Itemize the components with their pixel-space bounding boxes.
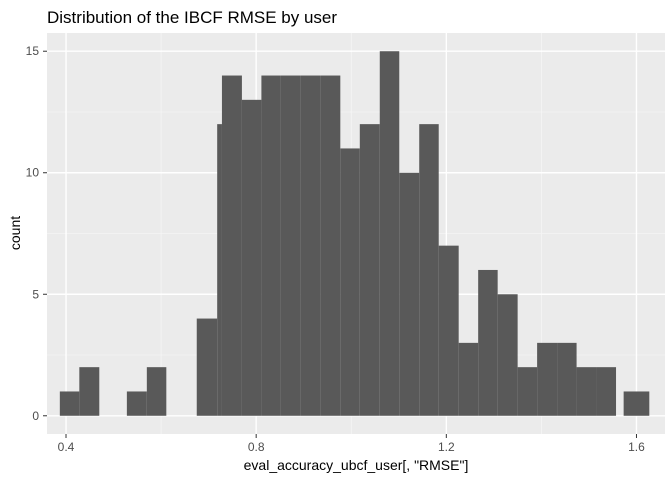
chart-title: Distribution of the IBCF RMSE by user <box>47 8 337 27</box>
histogram-bar-2 <box>126 391 147 416</box>
y-axis-tick-label-2: 10 <box>26 166 40 180</box>
y-axis-label: count <box>7 216 23 250</box>
histogram-bar-13 <box>359 124 380 416</box>
histogram-bar-24 <box>576 367 597 416</box>
histogram-bar-8 <box>261 75 281 416</box>
histogram-bar-18 <box>458 342 479 416</box>
histogram-bar-12 <box>340 148 360 416</box>
histogram-bar-14 <box>379 51 400 416</box>
x-axis-tick-label-2: 1.2 <box>438 440 455 454</box>
histogram-bar-17 <box>438 245 459 416</box>
axis-layer: 0.4 0.8 1.2 1.6 0 5 10 15 <box>26 44 646 454</box>
histogram-bar-25 <box>596 367 617 416</box>
histogram-bar-11 <box>320 75 341 416</box>
histogram-bar-19 <box>478 269 498 416</box>
histogram-bar-3 <box>146 367 167 416</box>
histogram-bar-20 <box>497 294 518 416</box>
histogram-bar-1 <box>79 367 100 416</box>
x-axis-tick-label-0: 0.4 <box>58 440 75 454</box>
x-axis-label: eval_accuracy_ubcf_user[, "RMSE"] <box>244 457 469 473</box>
histogram-bar-26 <box>623 391 650 416</box>
histogram-bar-9 <box>280 75 301 416</box>
y-axis-tick-label-1: 5 <box>32 287 39 301</box>
histogram-bar-16 <box>419 124 439 416</box>
histogram-bar-10 <box>300 75 321 416</box>
histogram-bar-6 <box>221 75 242 416</box>
y-axis-tick-label-0: 0 <box>32 409 39 423</box>
histogram-bar-7 <box>241 99 262 416</box>
histogram-bar-21 <box>517 367 538 416</box>
y-axis-tick-label-3: 15 <box>26 44 40 58</box>
histogram-bar-0 <box>59 391 80 416</box>
bars-layer <box>59 51 650 416</box>
x-axis-tick-label-3: 1.6 <box>628 440 645 454</box>
histogram-bar-23 <box>557 342 577 416</box>
histogram-bar-22 <box>537 342 558 416</box>
histogram-bar-15 <box>399 172 420 416</box>
histogram-bar-5 <box>217 124 222 416</box>
histogram-bar-4 <box>196 318 218 416</box>
x-axis-tick-label-1: 0.8 <box>248 440 265 454</box>
